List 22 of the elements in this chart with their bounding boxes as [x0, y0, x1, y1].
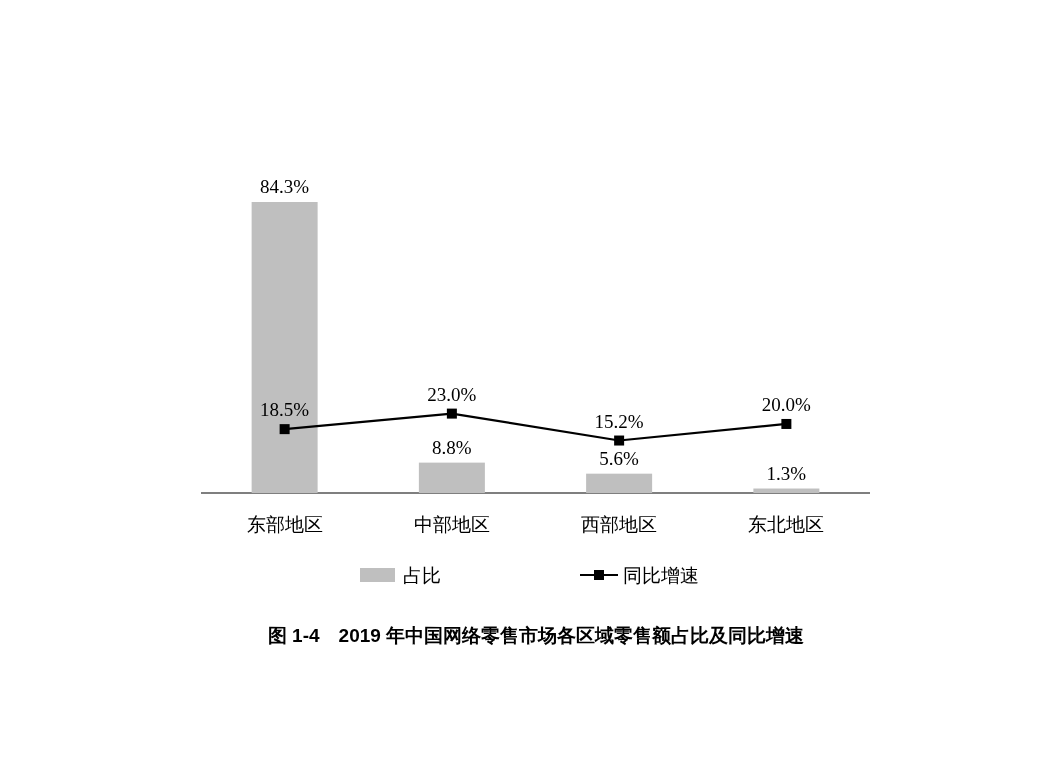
data-label: 1.3%	[766, 462, 807, 484]
bar	[251, 202, 318, 493]
point	[279, 424, 290, 435]
data-label: 84.3%	[260, 176, 310, 197]
x-tick-label: 东北地区	[748, 514, 825, 535]
x-tick-label: 中部地区	[413, 514, 490, 535]
legend-label: 占比	[403, 565, 441, 586]
x-tick-label: 西部地区	[581, 514, 658, 535]
data-label: 20.0%	[761, 393, 812, 415]
data-label: 23.0%	[427, 383, 477, 405]
bar	[418, 462, 485, 493]
point	[614, 435, 625, 446]
bar	[586, 473, 653, 493]
point	[446, 408, 457, 419]
legend-label: 同比增速	[623, 565, 699, 586]
data-label: 8.8%	[432, 436, 472, 458]
text: 图 1-4 2019 年中国网络零售市场各区域零售额占比及同比增速	[267, 625, 805, 646]
point	[781, 418, 792, 429]
data-label: 15.2%	[594, 410, 644, 432]
data-label: 5.6%	[599, 447, 640, 469]
data-label: 18.5%	[260, 399, 310, 421]
x-tick-label: 东部地区	[246, 514, 323, 535]
